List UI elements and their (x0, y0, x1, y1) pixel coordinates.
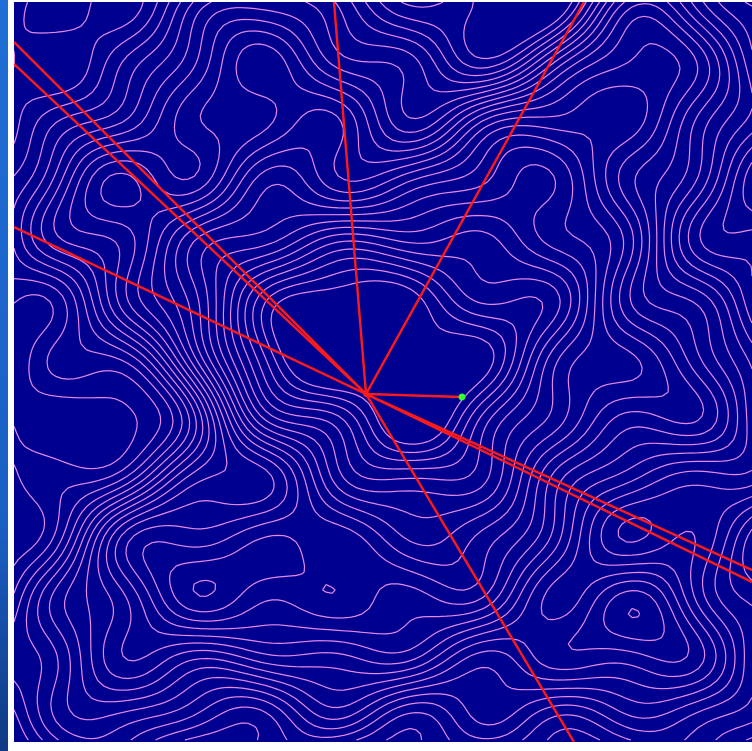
contour-line (244, 248, 544, 470)
sight-ray (365, 392, 752, 584)
contour-line (114, 43, 719, 654)
contour-line (20, 2, 752, 741)
contour-line (192, 146, 597, 597)
target-point-marker[interactable] (458, 393, 466, 401)
contour-line (169, 134, 643, 613)
line-of-sight-rays (14, 2, 752, 742)
sight-ray (365, 392, 752, 572)
sight-ray (365, 392, 463, 399)
sight-ray (14, 63, 367, 395)
contour-line (14, 2, 752, 741)
contour-line (84, 3, 739, 680)
contour-line (30, 2, 752, 740)
sight-ray (364, 2, 586, 395)
contour-line (14, 2, 752, 741)
contour-line (260, 268, 507, 454)
contour-line (222, 214, 581, 519)
contour-line (237, 240, 561, 481)
sight-ray (332, 2, 368, 395)
map-frame (8, 2, 752, 742)
map-markers (363, 391, 466, 401)
contour-line (142, 125, 669, 622)
contour-lines (14, 2, 752, 741)
contour-line (53, 2, 752, 709)
contour-line (40, 2, 752, 721)
contour-line (69, 2, 748, 691)
contour-line (14, 2, 752, 741)
observer-point-marker[interactable] (363, 391, 369, 397)
window-edge-strip (0, 0, 8, 751)
sight-ray (14, 41, 367, 395)
contour-line (270, 280, 495, 445)
sight-ray (364, 393, 576, 742)
contour-line (252, 257, 518, 462)
contour-line (215, 164, 589, 547)
sight-ray (14, 225, 367, 396)
contour-line (100, 15, 729, 665)
contour-map-canvas[interactable] (14, 2, 752, 742)
map-background (14, 2, 752, 742)
